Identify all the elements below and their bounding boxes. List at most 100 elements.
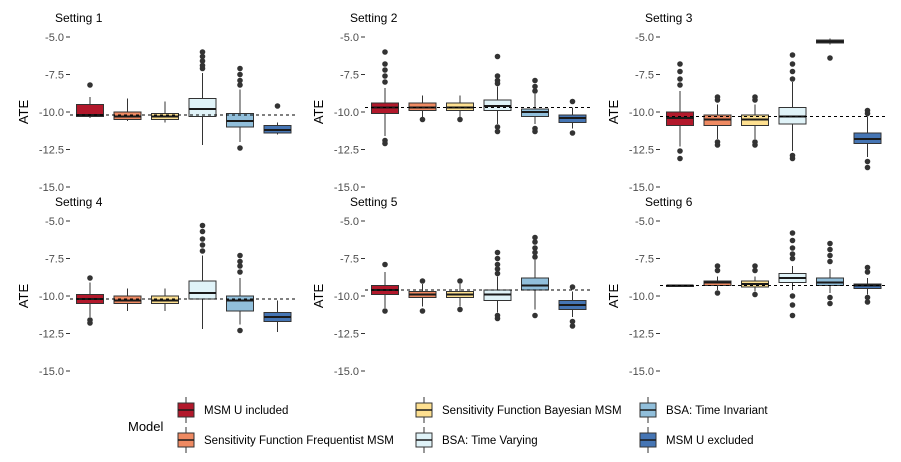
outlier-point [569, 284, 576, 290]
outlier-point [714, 290, 721, 296]
outlier-point [494, 249, 501, 256]
box-sensitivity-function-frequentist-msm [703, 94, 732, 148]
outlier-point [199, 222, 206, 229]
outlier-point [237, 71, 243, 78]
box-sensitivity-function-bayesian-msm [446, 278, 474, 313]
outlier-point [274, 103, 281, 109]
outlier-point [87, 320, 93, 326]
box-body [188, 98, 217, 117]
box-bsa-time-varying [188, 49, 217, 145]
outlier-point [789, 52, 796, 58]
outlier-point [714, 263, 721, 269]
y-tick-label: -7.5 [635, 70, 654, 82]
panel-title: Setting 6 [645, 195, 693, 209]
box-bsa-time-invariant [816, 240, 844, 307]
outlier-point [677, 68, 683, 75]
y-tick-label: -15.0 [629, 182, 654, 194]
box-bsa-time-varying [778, 230, 807, 319]
outlier-point [199, 65, 206, 72]
y-tick-label: -15.0 [39, 366, 64, 378]
legend-item: MSM U included [177, 397, 288, 423]
y-tick-label: -5.0 [635, 216, 654, 228]
box-body [76, 104, 104, 117]
outlier-point [864, 294, 871, 301]
outlier-point [199, 58, 206, 64]
outlier-point [199, 248, 206, 254]
outlier-point [199, 242, 206, 248]
y-tick-label: -12.5 [334, 329, 359, 341]
outlier-point [789, 245, 796, 251]
legend-label: BSA: Time Invariant [666, 405, 768, 417]
legend-item: Sensitivity Function Frequentist MSM [177, 427, 394, 453]
outlier-point [789, 61, 796, 67]
y-tick-label: -12.5 [629, 329, 654, 341]
outlier-point [494, 73, 501, 79]
outlier-point [864, 299, 871, 305]
outlier-point [382, 61, 388, 67]
outlier-point [382, 140, 388, 147]
box-body [188, 280, 217, 300]
box-sensitivity-function-bayesian-msm [446, 95, 474, 123]
panel-5: Setting 5 -5.0 -7.5 -10.0 -12.5 -15.0 ATE [311, 195, 590, 378]
y-tick-label: -12.5 [334, 145, 359, 157]
y-tick-label: -5.0 [340, 32, 359, 44]
box-msm-u-excluded [558, 98, 587, 136]
outlier-point [532, 128, 538, 135]
y-tick-label: -15.0 [334, 366, 359, 378]
outlier-point [864, 158, 871, 165]
outlier-point [789, 251, 796, 257]
outlier-point [237, 65, 243, 72]
y-axis-label: ATE [16, 284, 31, 309]
box-bsa-time-varying [483, 53, 512, 135]
outlier-point [827, 240, 833, 247]
box-msm-u-excluded [263, 300, 292, 332]
outlier-point [237, 263, 243, 269]
y-tick-label: -5.0 [340, 216, 359, 228]
box-sensitivity-function-bayesian-msm [741, 263, 769, 298]
outlier-point [864, 269, 871, 275]
outlier-point [237, 269, 243, 275]
panel-4: Setting 4 -5.0 -7.5 -10.0 -12.5 -15.0 ATE [16, 195, 295, 378]
box-sensitivity-function-bayesian-msm [151, 101, 179, 123]
legend-item: MSM U excluded [639, 427, 754, 453]
outlier-point [532, 254, 538, 260]
legend-title: Model [128, 419, 164, 434]
box-bsa-time-invariant [521, 77, 549, 135]
box-sensitivity-function-bayesian-msm [151, 288, 179, 311]
y-tick-label: -7.5 [45, 70, 64, 82]
box-sensitivity-function-frequentist-msm [113, 98, 142, 121]
outlier-point [752, 263, 758, 269]
outlier-point [827, 300, 833, 307]
outlier-point [237, 145, 243, 151]
panel-6: Setting 6 -5.0 -7.5 -10.0 -12.5 -15.0 ATE [606, 195, 885, 378]
outlier-point [237, 258, 243, 265]
outlier-point [752, 97, 758, 103]
y-tick-label: -5.0 [45, 32, 64, 44]
outlier-point [419, 116, 426, 123]
panel-2: Setting 2 -5.0 -7.5 -10.0 -12.5 -15.0 ATE [311, 11, 590, 194]
outlier-point [419, 308, 426, 314]
box-sensitivity-function-frequentist-msm [703, 263, 732, 296]
legend-label: BSA: Time Varying [442, 435, 538, 447]
y-tick-label: -12.5 [629, 145, 654, 157]
outlier-point [789, 312, 796, 319]
panel-3: Setting 3 -5.0 -7.5 -10.0 -12.5 -15.0 ATE [606, 11, 885, 194]
outlier-point [237, 327, 243, 334]
box-bsa-time-invariant [816, 38, 844, 61]
outlier-point [494, 80, 501, 87]
y-tick-label: -7.5 [340, 70, 359, 82]
outlier-point [752, 142, 758, 148]
box-sensitivity-function-frequentist-msm [113, 288, 142, 311]
y-tick-label: -10.0 [39, 107, 64, 119]
box-msm-u-excluded [853, 264, 882, 305]
legend-label: Sensitivity Function Frequentist MSM [204, 435, 394, 447]
outlier-point [789, 155, 796, 162]
box-sensitivity-function-bayesian-msm [741, 94, 769, 148]
outlier-point [827, 246, 833, 253]
outlier-point [569, 98, 576, 105]
outlier-point [382, 261, 388, 268]
outlier-point [199, 236, 206, 242]
outlier-point [382, 67, 388, 73]
outlier-point [457, 306, 463, 313]
